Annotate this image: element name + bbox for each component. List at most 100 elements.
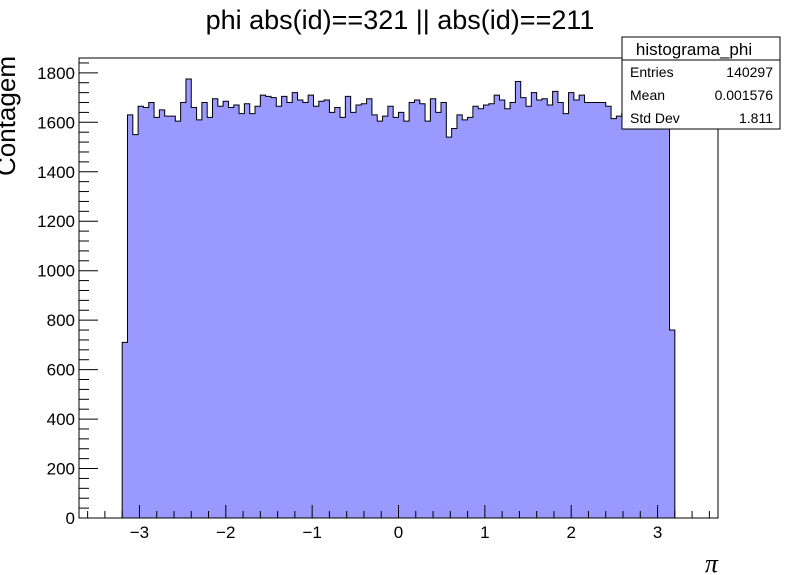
stats-entries-value: 140297 xyxy=(726,64,773,80)
histogram-bar xyxy=(148,102,155,519)
histogram-bar xyxy=(334,107,341,518)
histogram-bar xyxy=(451,128,458,518)
y-tick-label: 1200 xyxy=(37,212,75,231)
y-tick-label: 1400 xyxy=(37,163,75,182)
histogram-bar xyxy=(350,112,357,518)
histogram-bar xyxy=(217,106,224,519)
histogram-bar xyxy=(653,106,660,519)
histogram-bar xyxy=(212,98,219,518)
y-tick-label: 200 xyxy=(47,460,75,479)
histogram-bar xyxy=(324,100,330,519)
histogram-bar xyxy=(180,102,187,519)
histogram-bar xyxy=(430,98,436,518)
histogram-bar xyxy=(393,117,399,519)
x-tick-label: −3 xyxy=(130,523,149,542)
x-tick-label: 0 xyxy=(394,523,403,542)
histogram-bar xyxy=(563,113,569,518)
histogram-bar xyxy=(398,112,405,518)
histogram-bar xyxy=(223,101,229,518)
histogram-bar xyxy=(589,102,596,519)
histogram-bar xyxy=(143,107,150,518)
x-axis-label: π xyxy=(705,549,719,575)
histogram-bar xyxy=(276,106,282,519)
plot-area: −3 −2 −1 0 1 2 3 0 200 400 600 800 1000 1200 1400 1600… xyxy=(37,57,719,542)
histogram-bar xyxy=(510,102,516,519)
histogram-bar xyxy=(345,96,351,518)
histogram-bar xyxy=(632,107,638,518)
histogram-bar xyxy=(308,95,314,518)
histogram-bar xyxy=(191,107,197,518)
histogram-bar xyxy=(478,108,484,519)
histogram-bar xyxy=(642,109,649,518)
histogram-bar xyxy=(127,114,134,519)
histogram-bar xyxy=(499,100,506,519)
histogram-bar xyxy=(600,102,607,519)
histogram-bar xyxy=(504,108,511,519)
y-tick-label: 1800 xyxy=(37,64,75,83)
histogram-bar xyxy=(446,137,452,519)
y-tick-label: 400 xyxy=(47,410,75,429)
stats-stddev-value: 1.811 xyxy=(739,110,773,126)
y-axis-ticks: 0 200 400 600 800 1000 1200 1400 1600 1800 xyxy=(37,62,98,528)
stats-box: histograma_phi Entries 140297 Mean 0.001… xyxy=(621,36,781,130)
histogram-bar xyxy=(435,112,442,518)
histogram-bar xyxy=(340,117,346,519)
histogram-bar xyxy=(557,102,564,519)
histogram-bar xyxy=(616,116,622,518)
stats-box-title: histograma_phi xyxy=(636,40,752,59)
histogram-bar xyxy=(536,100,543,519)
histogram-bar xyxy=(228,107,235,518)
histogram-bar xyxy=(584,102,591,519)
histogram-bar xyxy=(122,342,128,518)
histogram-bar xyxy=(207,117,213,519)
y-tick-label: 600 xyxy=(47,361,75,380)
histogram-bar xyxy=(441,102,447,519)
histogram-bar xyxy=(547,104,553,518)
y-tick-label: 800 xyxy=(47,311,75,330)
histogram-bar xyxy=(302,102,309,519)
histogram-bar xyxy=(201,102,208,519)
histogram-bar xyxy=(249,113,256,518)
histogram-bar xyxy=(286,102,293,519)
x-tick-label: 2 xyxy=(566,523,575,542)
histogram-bar xyxy=(568,92,575,518)
histogram-bar xyxy=(138,106,144,519)
histogram-bar xyxy=(595,102,601,519)
histogram-bar xyxy=(382,116,389,518)
x-tick-label: −2 xyxy=(216,523,235,542)
x-axis-ticks: −3 −2 −1 0 1 2 3 xyxy=(87,505,710,542)
histogram-bar xyxy=(552,91,559,519)
histogram-bar xyxy=(515,81,522,518)
histogram-bar xyxy=(371,114,378,519)
histogram-bar xyxy=(260,95,266,518)
x-tick-label: 1 xyxy=(480,523,489,542)
histogram-bar xyxy=(648,104,654,518)
histogram-bar xyxy=(244,103,251,518)
chart-title: phi abs(id)==321 || abs(id)==211 xyxy=(206,5,595,35)
histogram-bar xyxy=(387,106,394,519)
histogram-bar xyxy=(154,117,160,519)
histogram-bar xyxy=(318,101,325,518)
stats-mean-value: 0.001576 xyxy=(715,87,774,103)
histogram-bar xyxy=(579,95,585,518)
histogram-bar xyxy=(531,92,537,518)
histogram-bar xyxy=(265,96,272,518)
histogram-bar xyxy=(175,121,181,518)
histogram-bar xyxy=(132,134,139,518)
stats-stddev-label: Std Dev xyxy=(630,110,680,126)
histogram-bar xyxy=(403,121,410,518)
histogram-bar xyxy=(377,121,383,518)
histogram-bar xyxy=(494,95,500,518)
histogram-bar xyxy=(355,104,362,518)
histogram-bar xyxy=(313,106,320,519)
histogram-bar xyxy=(637,114,644,519)
histogram-bar xyxy=(472,106,479,519)
histogram-bars xyxy=(122,79,676,519)
y-tick-label: 1000 xyxy=(37,262,75,281)
histogram-bar xyxy=(658,111,665,518)
x-tick-label: −1 xyxy=(302,523,321,542)
histogram-bar xyxy=(605,106,612,519)
histogram-bar xyxy=(270,97,277,519)
histogram-bar xyxy=(573,100,580,519)
